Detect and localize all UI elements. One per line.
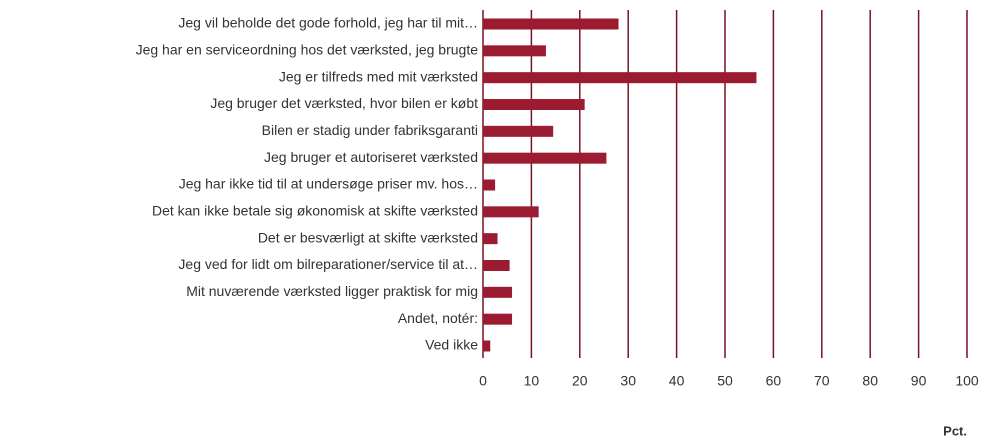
bar: [483, 179, 496, 191]
y-tick-label: Jeg har en serviceordning hos det værkst…: [136, 42, 479, 58]
bar: [483, 152, 607, 164]
bar: [483, 286, 513, 298]
x-tick-label: 30: [620, 373, 636, 389]
x-tick-label: 40: [669, 373, 685, 389]
y-tick-label: Jeg vil beholde det gode forhold, jeg ha…: [178, 15, 478, 31]
x-tick-label: 80: [862, 373, 878, 389]
x-tick-label: 60: [766, 373, 782, 389]
bar: [483, 260, 510, 271]
x-tick-label: 100: [955, 373, 979, 389]
bar: [483, 99, 585, 110]
y-tick-label: Mit nuværende værksted ligger praktisk f…: [186, 283, 478, 299]
x-tick-label: 0: [479, 373, 487, 389]
y-tick-label: Jeg ved for lidt om bilreparationer/serv…: [178, 256, 478, 272]
y-tick-label: Jeg har ikke tid til at undersøge priser…: [179, 176, 478, 192]
bar: [483, 313, 513, 325]
y-tick-label: Det er besværligt at skifte værksted: [258, 229, 478, 245]
x-tick-label: 70: [814, 373, 830, 389]
y-tick-label: Ved ikke: [425, 337, 478, 353]
y-tick-label: Det kan ikke betale sig økonomisk at ski…: [152, 203, 478, 219]
x-axis-label: Pct.: [943, 423, 967, 438]
bar: [483, 125, 554, 137]
bar: [483, 233, 498, 245]
y-tick-label: Jeg bruger det værksted, hvor bilen er k…: [210, 95, 478, 111]
y-tick-label: Jeg er tilfreds med mit værksted: [279, 68, 478, 84]
y-tick-label: Andet, notér:: [398, 310, 478, 326]
y-tick-label: Jeg bruger et autoriseret værksted: [264, 149, 478, 165]
bar: [483, 72, 757, 84]
bar: [483, 340, 491, 352]
bar: [483, 45, 546, 57]
x-tick-label: 90: [911, 373, 927, 389]
y-tick-label: Bilen er stadig under fabriksgaranti: [262, 122, 478, 138]
x-tick-label: 10: [524, 373, 540, 389]
bar: [483, 18, 619, 30]
x-tick-label: 50: [717, 373, 733, 389]
bar: [483, 206, 539, 218]
x-tick-label: 20: [572, 373, 588, 389]
